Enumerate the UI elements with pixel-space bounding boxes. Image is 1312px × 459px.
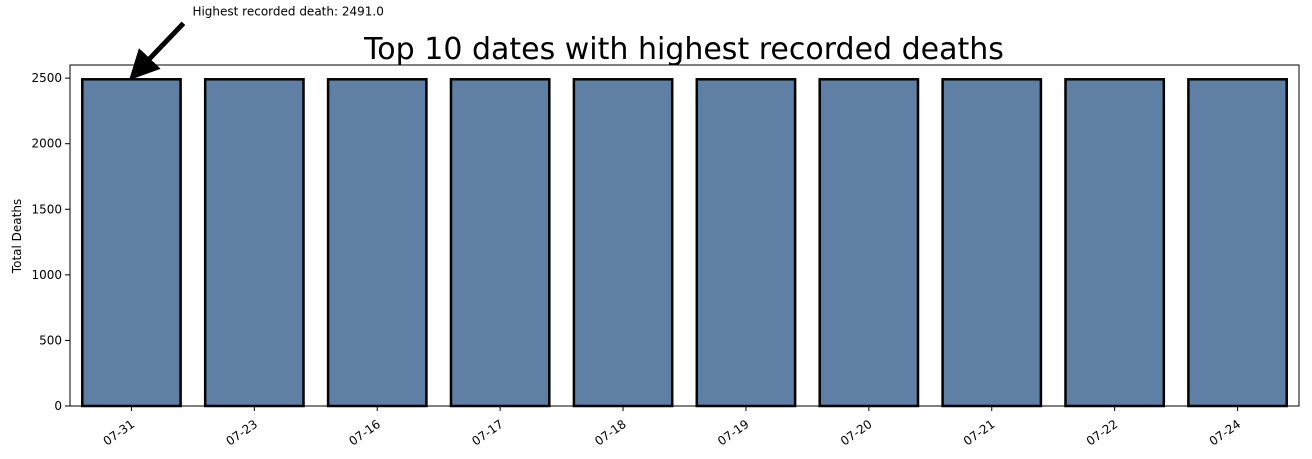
x-tick-label: 07-18 — [592, 417, 629, 448]
bar-07-22 — [1064, 78, 1166, 408]
x-axis: 07-31 07-23 07-16 07-17 07-18 07-19 07-20 07-21… — [101, 406, 1244, 448]
y-axis-label: Total Deaths — [10, 199, 24, 274]
y-axis: 0 500 1000 1500 2000 2500 — [31, 71, 70, 413]
bar-07-19 — [695, 78, 797, 408]
x-tick-label: 07-21 — [961, 417, 998, 448]
x-tick-label: 07-31 — [101, 417, 138, 448]
y-tick-label: 500 — [39, 333, 62, 347]
x-tick-label: 07-24 — [1207, 417, 1244, 448]
y-tick-label: 0 — [54, 399, 62, 413]
bar-07-24 — [1187, 78, 1288, 408]
bars-group — [81, 78, 1288, 408]
chart-title: Top 10 dates with highest recorded death… — [363, 32, 1004, 67]
y-tick-label: 2500 — [31, 71, 62, 85]
x-tick-label: 07-19 — [715, 417, 752, 448]
y-tick-label: 1500 — [31, 202, 62, 216]
x-tick-label: 07-20 — [838, 417, 875, 448]
bar-07-18 — [572, 78, 674, 408]
annotation-text: Highest recorded death: 2491.0 — [192, 4, 383, 18]
annotation-arrow — [129, 21, 186, 81]
bar-07-16 — [326, 78, 428, 408]
bar-07-23 — [203, 78, 305, 408]
x-tick-label: 07-17 — [469, 417, 506, 448]
y-tick-label: 2000 — [31, 137, 62, 151]
bar-07-17 — [449, 78, 551, 408]
bar-07-20 — [818, 78, 920, 408]
x-tick-label: 07-22 — [1084, 417, 1121, 448]
bar-07-31 — [81, 78, 182, 408]
bar-07-21 — [941, 78, 1043, 408]
y-tick-label: 1000 — [31, 268, 62, 282]
x-tick-label: 07-23 — [223, 417, 260, 448]
x-tick-label: 07-16 — [346, 417, 383, 448]
plot-frame — [69, 64, 1300, 407]
